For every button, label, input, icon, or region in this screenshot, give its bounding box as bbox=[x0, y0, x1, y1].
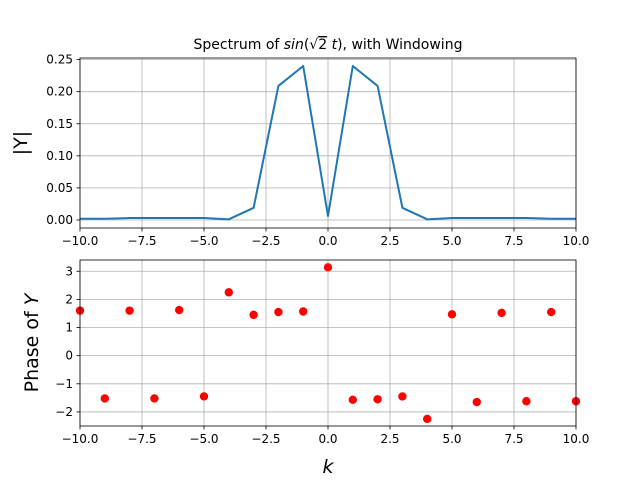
magnitude-y-tick-label: 0.10 bbox=[46, 149, 73, 163]
phase-point bbox=[125, 306, 134, 315]
magnitude-x-tick-label: 5.0 bbox=[442, 234, 461, 248]
phase-point bbox=[224, 288, 233, 297]
phase-x-tick-label: 10.0 bbox=[563, 432, 590, 446]
phase-x-tick-label: −5.0 bbox=[189, 432, 218, 446]
magnitude-x-tick-label: −7.5 bbox=[127, 234, 156, 248]
magnitude-y-tick-label: 0.05 bbox=[46, 181, 73, 195]
magnitude-line bbox=[80, 65, 576, 221]
phase-x-tick-label: 0.0 bbox=[318, 432, 337, 446]
phase-point bbox=[447, 310, 457, 319]
magnitude-y-axis-label: |Y| bbox=[10, 131, 32, 155]
phase-point bbox=[199, 392, 209, 401]
phase-y-tick-label: 2 bbox=[65, 292, 73, 306]
phase-point bbox=[373, 395, 382, 404]
phase-x-tick-label: 5.0 bbox=[442, 432, 461, 446]
phase-y-tick-label: −2 bbox=[55, 405, 73, 419]
phase-point bbox=[348, 395, 357, 405]
phase-x-tick-label: 7.5 bbox=[504, 432, 523, 446]
phase-ticks: −10.0 −7.5 −5.0 −2.5 0.0 2.5 5.0 7.5 10.0 −2 −1 0 1 2… bbox=[55, 264, 589, 446]
magnitude-plot: −10.0 −7.5 −5.0 −2.5 0.0 2.5 5.0 7.5 10.0 0.00 0.0… bbox=[10, 53, 589, 248]
phase-point bbox=[249, 310, 258, 320]
magnitude-series bbox=[80, 65, 576, 221]
phase-y-axis-label: Phase of Y bbox=[21, 292, 43, 392]
phase-point bbox=[100, 394, 110, 403]
phase-y-tick-label: 3 bbox=[65, 264, 73, 278]
magnitude-x-tick-label: 2.5 bbox=[380, 234, 399, 248]
phase-point bbox=[547, 307, 556, 317]
magnitude-x-tick-label: 7.5 bbox=[504, 234, 523, 248]
phase-point bbox=[522, 397, 531, 406]
phase-y-tick-label: 0 bbox=[65, 349, 73, 363]
phase-x-tick-label: −2.5 bbox=[251, 432, 280, 446]
magnitude-y-tick-label: 0.25 bbox=[46, 53, 73, 67]
chart-title: Spectrum of sin(√2 t), with Windowing bbox=[194, 37, 463, 53]
phase-plot: −10.0 −7.5 −5.0 −2.5 0.0 2.5 5.0 7.5 10.0 −2 −1 0 1 2… bbox=[21, 259, 589, 478]
phase-series bbox=[75, 263, 581, 424]
phase-x-axis-label: k bbox=[322, 456, 334, 478]
magnitude-y-tick-label: 0.20 bbox=[46, 85, 73, 99]
phase-point bbox=[323, 263, 333, 272]
phase-x-tick-label: −10.0 bbox=[62, 432, 99, 446]
magnitude-x-tick-label: −2.5 bbox=[251, 234, 280, 248]
phase-point bbox=[497, 308, 506, 318]
phase-x-tick-label: 2.5 bbox=[380, 432, 399, 446]
phase-point bbox=[423, 414, 432, 424]
magnitude-y-tick-label: 0.15 bbox=[46, 117, 73, 131]
phase-point bbox=[472, 397, 481, 407]
magnitude-y-tick-label: 0.00 bbox=[46, 213, 73, 227]
phase-y-tick-label: 1 bbox=[65, 321, 73, 335]
phase-point bbox=[398, 392, 407, 401]
phase-point bbox=[175, 305, 184, 315]
phase-x-tick-label: −7.5 bbox=[127, 432, 156, 446]
magnitude-x-tick-label: −5.0 bbox=[189, 234, 218, 248]
magnitude-ticks: −10.0 −7.5 −5.0 −2.5 0.0 2.5 5.0 7.5 10.0 0.00 0.0… bbox=[46, 53, 589, 248]
magnitude-grid bbox=[79, 58, 577, 228]
magnitude-x-tick-label: 0.0 bbox=[318, 234, 337, 248]
phase-point bbox=[274, 307, 283, 317]
phase-y-tick-label: −1 bbox=[55, 377, 73, 391]
magnitude-x-tick-label: −10.0 bbox=[62, 234, 99, 248]
phase-point bbox=[150, 394, 159, 403]
phase-point bbox=[299, 307, 308, 316]
magnitude-x-tick-label: 10.0 bbox=[563, 234, 590, 248]
